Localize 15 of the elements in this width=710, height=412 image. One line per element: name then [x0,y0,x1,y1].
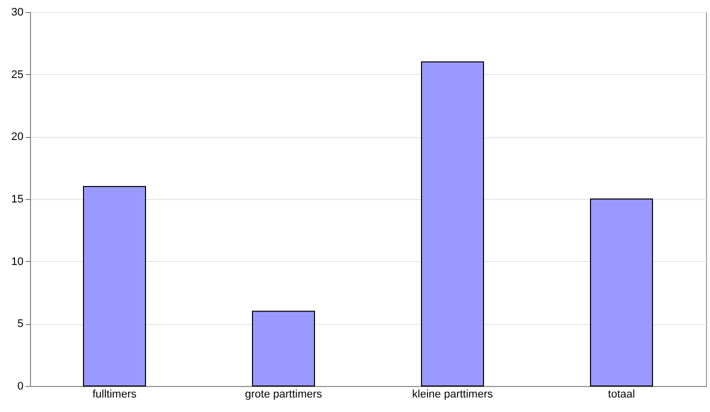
y-tick-label: 0 [17,380,24,392]
y-tick-label: 5 [17,318,24,330]
y-tick-label: 30 [11,6,24,18]
x-tick-label: totaal [608,388,635,400]
bar [421,61,484,386]
bar [83,186,146,386]
bar [590,198,653,386]
y-tick-label: 15 [11,194,24,206]
y-tick-label: 20 [11,131,24,144]
y-tick-label: 25 [11,68,24,81]
x-tick-label: fulltimers [92,388,137,400]
y-tick-label: 10 [11,256,24,268]
bar [252,310,315,386]
x-tick-label: grote parttimers [244,388,323,400]
x-tick-label: kleine parttimers [412,388,494,400]
